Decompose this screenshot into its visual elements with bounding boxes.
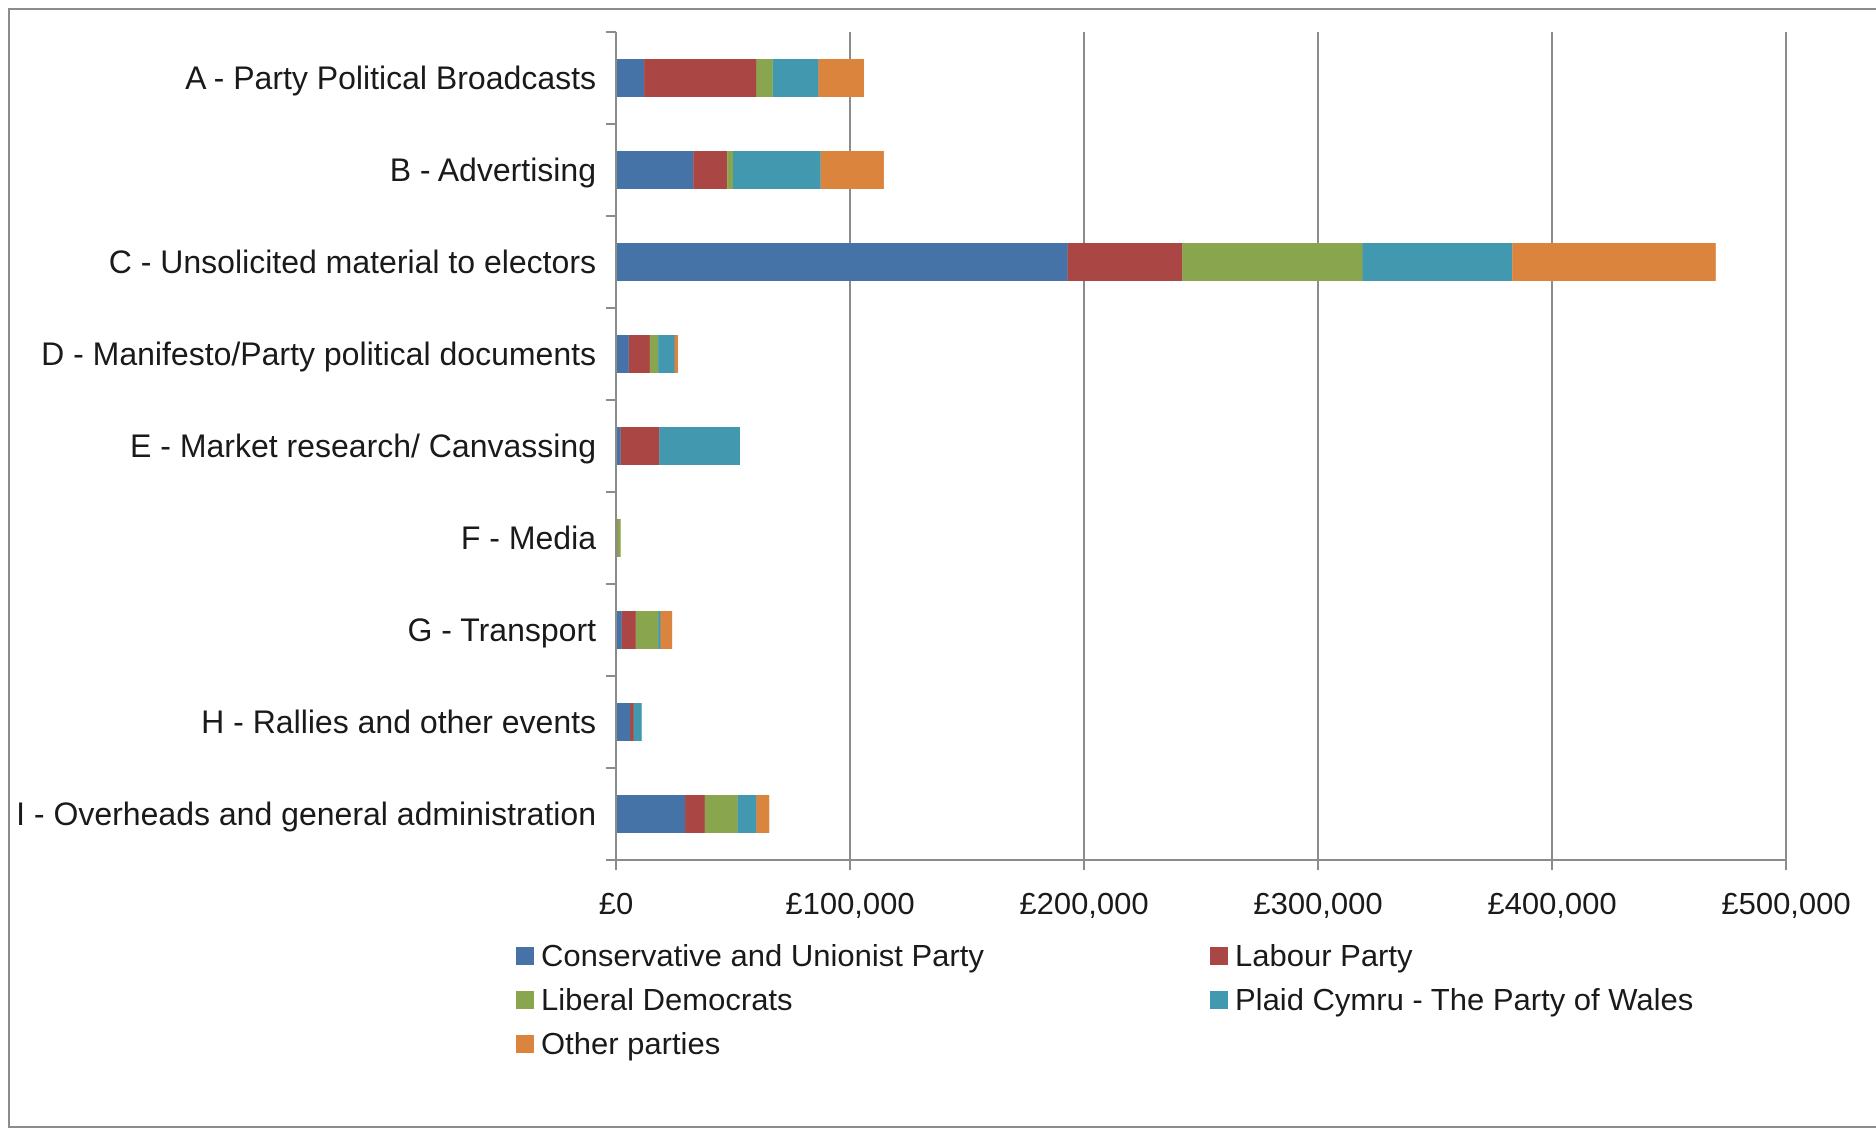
bar-segment [616, 519, 618, 557]
bar-segment [772, 59, 819, 97]
bar-segment [616, 427, 621, 465]
axes [606, 31, 1787, 870]
bar-segment [733, 151, 821, 189]
bars [616, 59, 1716, 833]
bar-segment [620, 427, 660, 465]
bar-segment [1067, 243, 1183, 281]
bar-segment [616, 243, 1068, 281]
bar-segment [616, 795, 686, 833]
category-label: C - Unsolicited material to electors [109, 244, 596, 280]
x-tick-label: £400,000 [1487, 886, 1616, 921]
bar-segment [616, 335, 629, 373]
bar-segment [658, 335, 675, 373]
bar-segment [737, 795, 757, 833]
legend-label: Conservative and Unionist Party [541, 938, 984, 973]
bar-segment [649, 335, 659, 373]
legend-swatch [1210, 947, 1228, 965]
bar-segment [616, 59, 645, 97]
legend: Conservative and Unionist Party Labour Pa… [516, 938, 1693, 1061]
category-label: A - Party Political Broadcasts [185, 60, 596, 96]
bar-segment [633, 703, 642, 741]
legend-swatch [516, 947, 534, 965]
bar-segment [685, 795, 705, 833]
bar-segment [628, 335, 650, 373]
legend-label: Liberal Democrats [541, 982, 793, 1017]
chart-frame [8, 8, 1876, 1128]
category-labels: A - Party Political Broadcasts B - Advert… [16, 60, 596, 832]
bar-segment [1512, 243, 1716, 281]
bar-segment [635, 611, 659, 649]
x-tick-label: £100,000 [785, 886, 914, 921]
category-label: E - Market research/ Canvassing [130, 428, 596, 464]
category-label: D - Manifesto/Party political documents [41, 336, 596, 372]
legend-swatch [516, 991, 534, 1009]
bar-segment [616, 611, 622, 649]
bar-segment [693, 151, 728, 189]
x-tick-label: £300,000 [1253, 886, 1382, 921]
bar-segment [1362, 243, 1513, 281]
legend-swatch [516, 1035, 534, 1053]
bar-segment [621, 611, 636, 649]
x-tick-label: £500,000 [1721, 886, 1850, 921]
bar-segment [756, 59, 773, 97]
category-label: I - Overheads and general administration [16, 796, 596, 832]
category-label: H - Rallies and other events [201, 704, 596, 740]
bar-segment [1182, 243, 1363, 281]
gridlines [849, 32, 1787, 860]
category-label: B - Advertising [390, 152, 596, 188]
x-tick-labels: £0 £100,000 £200,000 £300,000 £400,000 £500,0… [599, 886, 1851, 921]
legend-label: Plaid Cymru - The Party of Wales [1235, 982, 1693, 1017]
bar-segment [660, 611, 673, 649]
category-label: G - Transport [408, 612, 597, 648]
bar-segment [659, 427, 741, 465]
legend-label: Labour Party [1235, 938, 1413, 973]
bar-segment [616, 151, 694, 189]
bar-segment [704, 795, 738, 833]
bar-segment [644, 59, 757, 97]
bar-segment [617, 519, 621, 557]
bar-segment [818, 59, 865, 97]
bar-segment [630, 703, 634, 741]
bar-segment [616, 703, 631, 741]
bar-segment [658, 611, 661, 649]
legend-label: Other parties [541, 1026, 720, 1061]
legend-swatch [1210, 991, 1228, 1009]
x-tick-label: £0 [599, 886, 633, 921]
bar-segment [674, 335, 679, 373]
bar-segment [820, 151, 884, 189]
bar-segment [727, 151, 733, 189]
x-tick-label: £200,000 [1019, 886, 1148, 921]
category-label: F - Media [461, 520, 596, 556]
bar-segment [756, 795, 770, 833]
